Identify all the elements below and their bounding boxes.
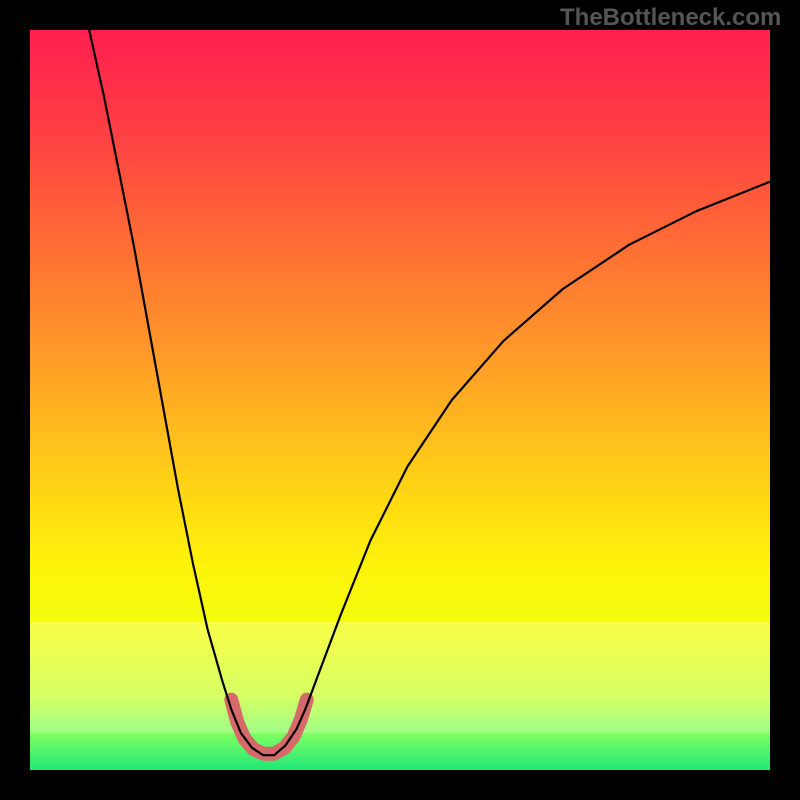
- watermark: TheBottleneck.com: [560, 4, 781, 32]
- highlight-band: [30, 622, 770, 733]
- chart-svg: [0, 0, 800, 800]
